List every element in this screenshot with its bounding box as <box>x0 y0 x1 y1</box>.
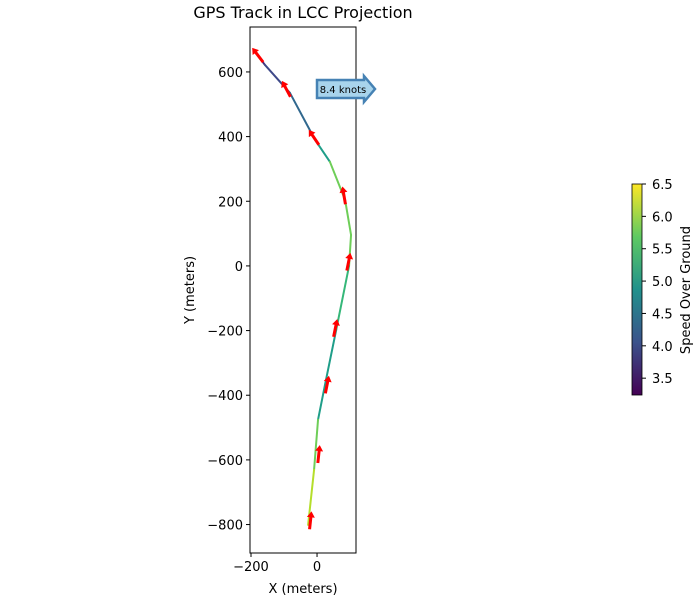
colorbar-tick-label: 4.0 <box>652 340 673 355</box>
heading-arrow <box>345 252 354 271</box>
heading-arrow-shape <box>308 129 321 146</box>
y-tick-label: 600 <box>218 66 243 81</box>
heading-arrow <box>281 80 292 98</box>
chart-title: GPS Track in LCC Projection <box>193 3 412 22</box>
heading-arrow-shape <box>315 445 324 464</box>
heading-arrow <box>332 319 340 338</box>
y-axis-label: Y (meters) <box>183 256 198 325</box>
colorbar-tick-label: 6.5 <box>652 178 673 193</box>
heading-arrow-shape <box>281 80 292 98</box>
axes-frame <box>249 26 357 554</box>
heading-arrow-shape <box>332 319 340 338</box>
heading-arrow <box>306 511 315 530</box>
heading-arrow <box>339 186 348 205</box>
track-segment <box>317 379 327 421</box>
x-axis-label: X (meters) <box>268 582 337 597</box>
colorbar-tick-label: 3.5 <box>652 372 673 387</box>
colorbar-label: Speed Over Ground <box>679 226 694 354</box>
colorbar-tick-label: 5.5 <box>652 243 673 258</box>
heading-arrow-shape <box>306 511 315 530</box>
heading-arrow-shape <box>323 375 332 394</box>
heading-arrow <box>315 445 324 464</box>
plot-area <box>252 47 354 530</box>
colorbar-tick-label: 4.5 <box>652 307 673 322</box>
y-tick-label: −200 <box>207 325 243 340</box>
heading-arrow-shape <box>339 186 348 205</box>
y-tick-label: −800 <box>207 519 243 534</box>
heading-arrow-shape <box>345 252 354 271</box>
x-tick-label: 0 <box>313 560 321 575</box>
y-tick-label: −400 <box>207 389 243 404</box>
heading-arrow <box>252 47 265 64</box>
heading-arrow <box>323 375 332 394</box>
track-segment <box>313 418 320 471</box>
heading-arrow <box>308 129 321 146</box>
y-tick-label: 0 <box>235 260 243 275</box>
y-tick-label: −600 <box>207 454 243 469</box>
track-segment <box>335 264 351 331</box>
colorbar <box>631 183 643 396</box>
y-tick-label: 200 <box>218 195 243 210</box>
colorbar-tick-label: 5.0 <box>652 275 673 290</box>
heading-arrow-shape <box>252 47 265 64</box>
track-segment <box>324 328 338 382</box>
x-tick-label: −200 <box>233 560 269 575</box>
speed-annotation: 8.4 knots <box>315 72 377 106</box>
annotation-arrow-shape <box>315 72 377 106</box>
track-segment <box>344 198 353 236</box>
y-tick-label: 400 <box>218 131 243 146</box>
annotation-text: 8.4 knots <box>320 85 366 96</box>
colorbar-tick-label: 6.0 <box>652 210 673 225</box>
